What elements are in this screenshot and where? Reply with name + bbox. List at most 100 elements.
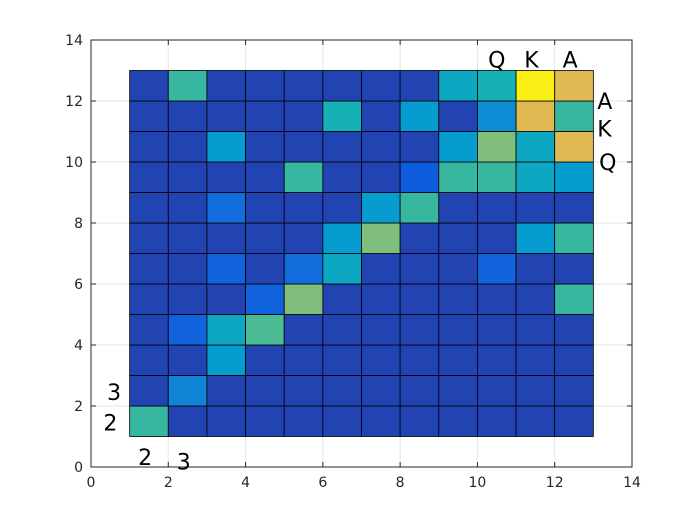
heatmap-cell [283, 222, 324, 254]
heatmap-cell [438, 253, 478, 285]
heatmap-cell [399, 253, 440, 285]
right-rank-label: Q [599, 151, 616, 176]
heatmap-cell [515, 192, 556, 224]
heatmap-cell [399, 131, 440, 163]
heatmap-cell [206, 100, 246, 132]
heatmap-cell [245, 131, 285, 163]
x-tick-label: 4 [241, 475, 250, 491]
heatmap-cell [361, 131, 401, 163]
bottom-rank-label: 3 [177, 451, 191, 476]
heatmap-cell [477, 283, 517, 315]
y-tick-label: 0 [74, 460, 83, 476]
heatmap-cell [399, 70, 440, 102]
heatmap-cell [167, 100, 208, 132]
heatmap-cell [554, 192, 594, 224]
heatmap-cell [129, 253, 169, 285]
heatmap-cell [554, 131, 594, 163]
x-tick-label: 0 [87, 475, 96, 491]
heatmap-cell [167, 222, 208, 254]
heatmap-cell [129, 192, 169, 224]
heatmap-cell [554, 161, 594, 193]
heatmap-cell [361, 283, 401, 315]
heatmap-cell [515, 375, 556, 407]
top-rank-label: A [563, 48, 578, 73]
heatmap-cell [399, 314, 440, 346]
heatmap-cell [206, 283, 246, 315]
heatmap-cell [361, 192, 401, 224]
heatmap-cell [129, 283, 169, 315]
x-tick-label: 6 [318, 475, 327, 491]
heatmap-cell [477, 131, 517, 163]
heatmap-cell [283, 253, 324, 285]
heatmap-cell [361, 253, 401, 285]
heatmap-cell [129, 222, 169, 254]
heatmap-cell [167, 314, 208, 346]
heatmap-cell [477, 375, 517, 407]
heatmap-cell [438, 375, 478, 407]
heatmap-cell [206, 192, 246, 224]
x-tick-label: 14 [623, 475, 641, 491]
heatmap-cell [399, 375, 440, 407]
heatmap-cell [283, 405, 324, 437]
heatmap-cell [283, 70, 324, 102]
heatmap-cell [361, 405, 401, 437]
heatmap-cell [477, 222, 517, 254]
heatmap-cell [322, 131, 362, 163]
heatmap-cell [554, 405, 594, 437]
heatmap-cell [129, 100, 169, 132]
heatmap-cell [245, 161, 285, 193]
heatmap-cell [322, 70, 362, 102]
heatmap-cell [245, 100, 285, 132]
heatmap-cell [361, 70, 401, 102]
heatmap-cell [322, 375, 362, 407]
heatmap-cell [438, 222, 478, 254]
heatmap-cell [399, 344, 440, 376]
heatmap-cell [245, 70, 285, 102]
heatmap-cell [167, 70, 208, 102]
heatmap-cell [129, 161, 169, 193]
heatmap-cell [129, 375, 169, 407]
heatmap-cell [167, 283, 208, 315]
heatmap-cell [477, 253, 517, 285]
y-tick-label: 6 [74, 277, 83, 293]
heatmap-cell [129, 405, 169, 437]
heatmap-cell [167, 131, 208, 163]
heatmap-cell [554, 253, 594, 285]
heatmap-cell [515, 100, 556, 132]
heatmap-cell [283, 100, 324, 132]
heatmap-cell [245, 222, 285, 254]
heatmap-cell [399, 405, 440, 437]
heatmap-cell [245, 253, 285, 285]
heatmap-cell [283, 283, 324, 315]
heatmap-cell [245, 192, 285, 224]
heatmap-cell [361, 100, 401, 132]
heatmap-cell [283, 344, 324, 376]
heatmap-cell [438, 161, 478, 193]
heatmap-cell [515, 283, 556, 315]
heatmap-cell [322, 344, 362, 376]
heatmap-cell [322, 405, 362, 437]
heatmap-cell [554, 283, 594, 315]
heatmap-cell [245, 405, 285, 437]
heatmap-cell [515, 161, 556, 193]
heatmap-cell [438, 283, 478, 315]
heatmap-cell [438, 344, 478, 376]
left-rank-label: 3 [107, 381, 121, 406]
heatmap-cell [322, 192, 362, 224]
heatmap-cell [206, 375, 246, 407]
heatmap-cell [129, 70, 169, 102]
heatmap-cell [477, 100, 517, 132]
heatmap-cell [515, 344, 556, 376]
heatmap-cell [245, 283, 285, 315]
top-rank-label: Q [488, 48, 505, 73]
heatmap-cell [554, 70, 594, 102]
heatmap-cell [399, 161, 440, 193]
heatmap-cell [438, 70, 478, 102]
heatmap-cell [206, 314, 246, 346]
heatmap-cell [283, 161, 324, 193]
heatmap-cell [206, 222, 246, 254]
heatmap-cell [399, 283, 440, 315]
heatmap-cell [477, 70, 517, 102]
heatmap-cell [245, 375, 285, 407]
heatmap-cell [554, 222, 594, 254]
